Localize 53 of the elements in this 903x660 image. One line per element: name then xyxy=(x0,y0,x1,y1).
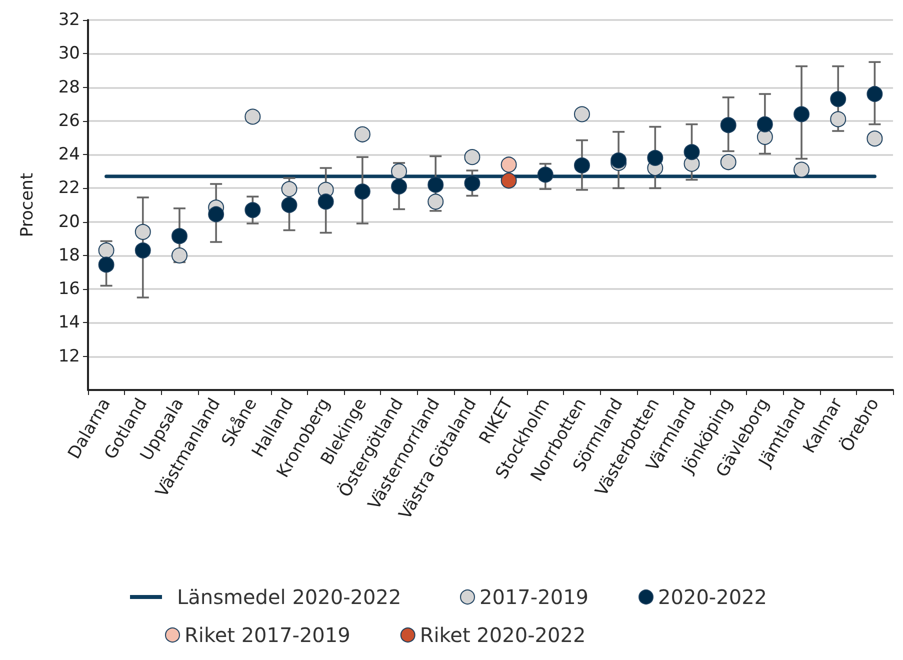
legend-label: Länsmedel 2020-2022 xyxy=(177,585,402,609)
point xyxy=(281,181,298,198)
point xyxy=(720,154,736,170)
point xyxy=(244,108,261,125)
y-tick-label: 16 xyxy=(58,279,80,300)
y-tick-label: 12 xyxy=(58,346,80,366)
legend-label: 2020-2022 xyxy=(658,585,768,609)
point xyxy=(428,176,444,193)
y-axis-title: Procent xyxy=(18,172,38,238)
point xyxy=(464,149,480,166)
point xyxy=(684,144,700,160)
point xyxy=(647,150,664,166)
point xyxy=(464,175,480,192)
y-tick-label: 14 xyxy=(58,312,80,333)
point xyxy=(830,91,846,108)
point xyxy=(756,116,773,132)
y-tick-label: 30 xyxy=(58,44,80,64)
point xyxy=(281,197,298,213)
y-tick-label: 20 xyxy=(58,212,80,232)
point xyxy=(171,247,188,264)
point xyxy=(794,106,810,122)
y-tick-label: 24 xyxy=(58,144,80,165)
point xyxy=(428,194,444,210)
point xyxy=(318,194,334,210)
point xyxy=(830,111,846,128)
point xyxy=(208,206,224,222)
legend-label: Riket 2020-2022 xyxy=(420,623,586,647)
legend-label: Riket 2017-2019 xyxy=(184,623,350,647)
point xyxy=(866,86,883,102)
point xyxy=(98,242,114,258)
y-tick-label: 22 xyxy=(58,178,80,198)
point xyxy=(720,117,736,134)
point xyxy=(98,256,114,273)
legend-label: 2017-2019 xyxy=(480,585,589,609)
point xyxy=(134,242,151,258)
point xyxy=(354,184,370,200)
point xyxy=(134,224,151,240)
point xyxy=(574,106,590,122)
point xyxy=(354,126,370,142)
point xyxy=(500,172,517,189)
point xyxy=(794,162,810,178)
point xyxy=(500,156,517,173)
point xyxy=(537,166,554,183)
point xyxy=(391,178,408,194)
point xyxy=(171,228,188,244)
point xyxy=(391,163,408,180)
y-tick-label: 28 xyxy=(58,77,80,98)
point xyxy=(244,202,261,218)
y-tick-label: 32 xyxy=(58,10,80,30)
y-tick-label: 18 xyxy=(58,245,80,266)
point xyxy=(866,130,883,147)
point xyxy=(574,157,590,174)
y-tick-label: 26 xyxy=(58,110,80,131)
